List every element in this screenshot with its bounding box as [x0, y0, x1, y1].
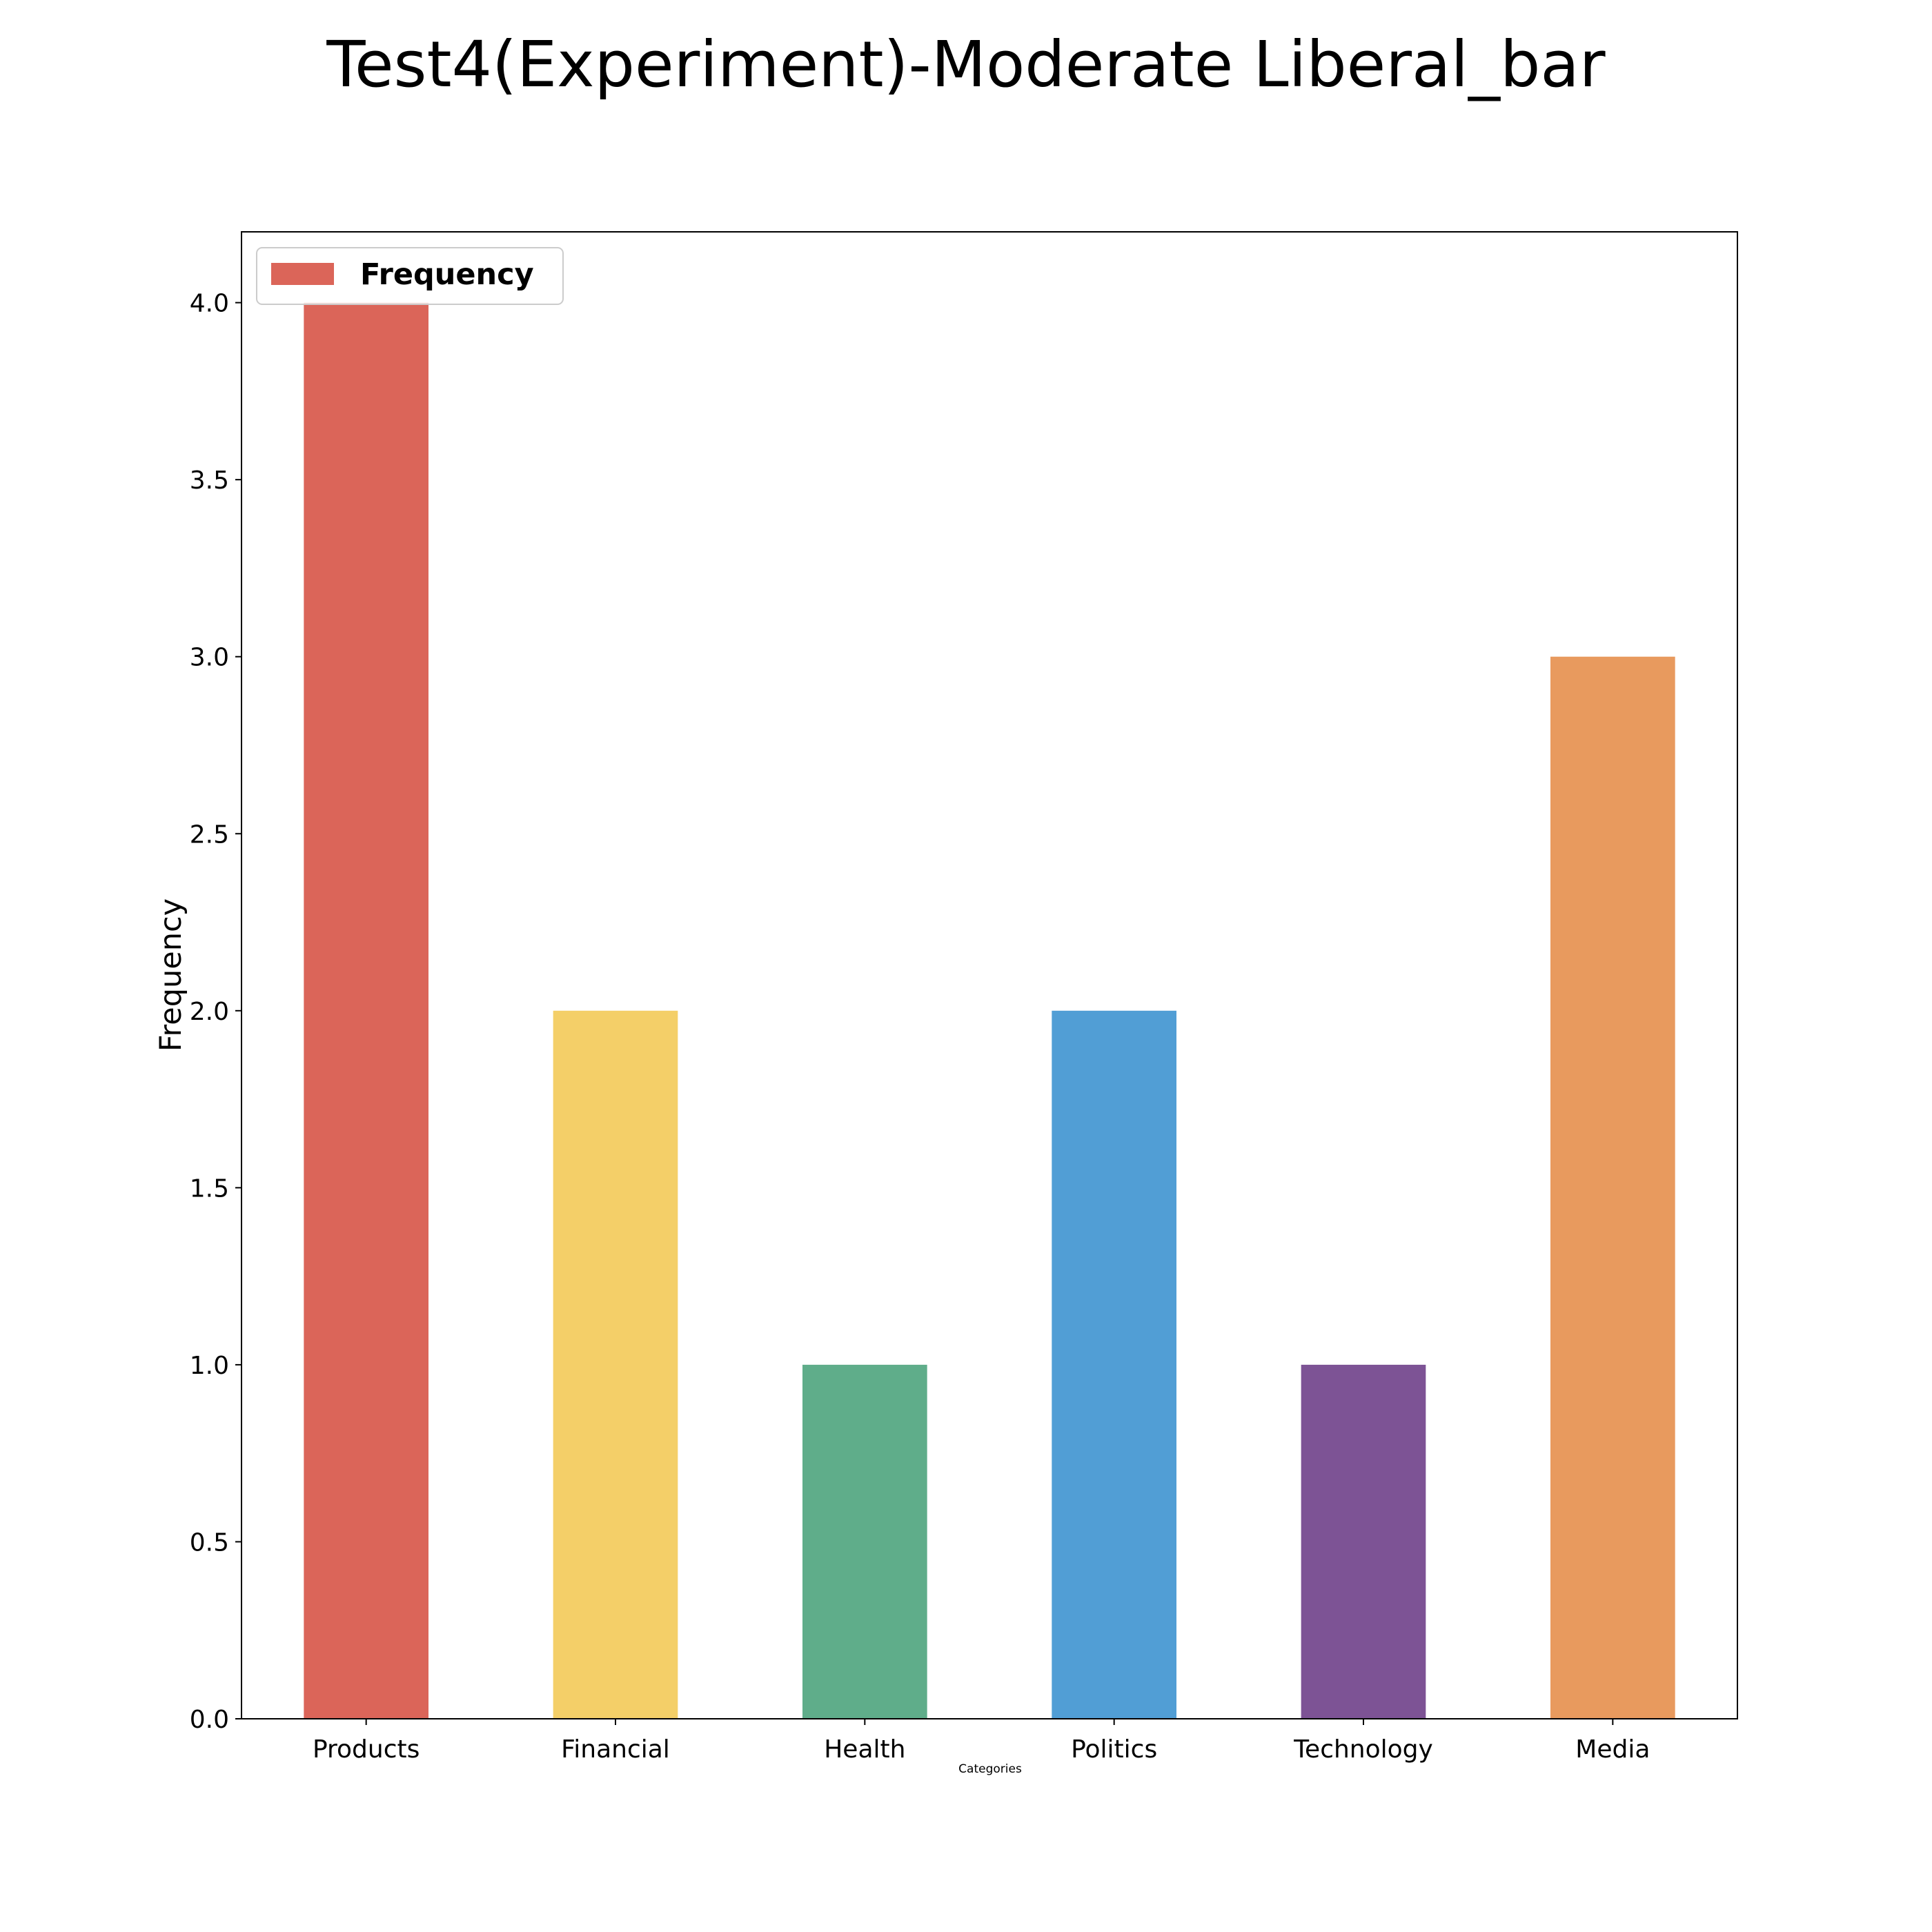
x-tick-label: Financial — [561, 1735, 670, 1764]
y-axis-label: Frequency — [154, 898, 188, 1052]
chart-title: Test4(Experiment)-Moderate Liberal_bar — [326, 28, 1605, 101]
x-tick-label: Technology — [1293, 1735, 1433, 1764]
x-tick-label: Politics — [1071, 1735, 1157, 1764]
bar-health — [802, 1364, 927, 1719]
bar-technology — [1301, 1364, 1426, 1719]
y-tick-label: 2.5 — [190, 820, 229, 849]
bars — [304, 302, 1675, 1719]
legend-swatch — [271, 263, 334, 285]
bar-politics — [1052, 1010, 1176, 1719]
axes-frame — [241, 231, 1738, 1719]
x-axis-ticks: Products Financial Health Politics Technolog… — [313, 1719, 1650, 1764]
bar-media — [1550, 656, 1675, 1719]
x-tick-label: Products — [313, 1735, 420, 1764]
legend: Frequency — [256, 247, 564, 305]
y-tick-label: 0.5 — [190, 1528, 229, 1557]
bar-financial — [553, 1010, 678, 1719]
y-tick-label: 1.0 — [190, 1352, 229, 1380]
y-tick-label: 4.0 — [190, 290, 229, 318]
y-tick-label: 3.5 — [190, 466, 229, 495]
x-tick-label: Media — [1575, 1735, 1650, 1764]
y-axis-ticks: 0.0 0.5 1.0 1.5 2.0 2.5 3.0 3.5 4.0 — [190, 290, 241, 1734]
y-tick-label: 2.0 — [190, 998, 229, 1026]
legend-box — [256, 247, 564, 305]
y-tick-label: 3.0 — [190, 644, 229, 672]
x-tick-label: Health — [824, 1735, 905, 1764]
bar-products — [304, 302, 428, 1719]
y-tick-label: 1.5 — [190, 1174, 229, 1203]
legend-label: Frequency — [360, 257, 534, 292]
x-axis-label: Categories — [958, 1762, 1022, 1776]
y-tick-label: 0.0 — [190, 1706, 229, 1734]
